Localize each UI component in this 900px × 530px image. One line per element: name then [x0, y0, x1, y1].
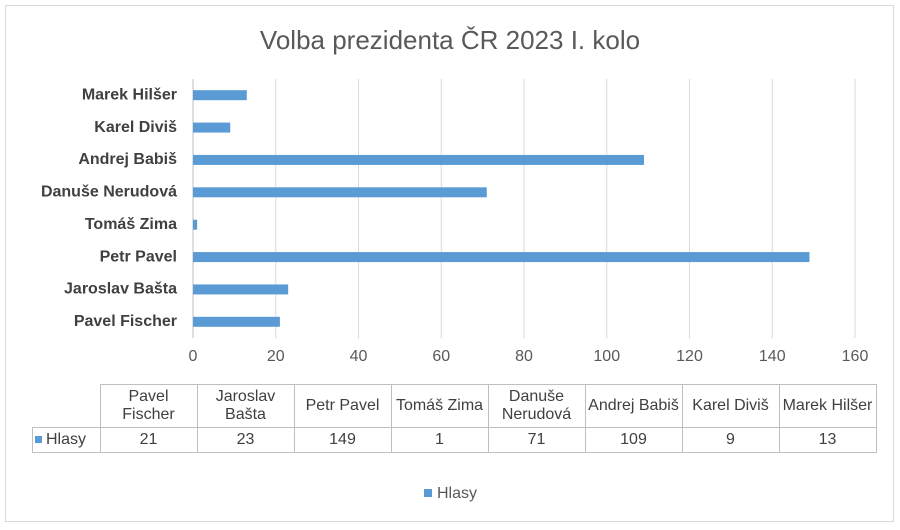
bar — [193, 122, 231, 133]
x-tick-label: 0 — [189, 348, 198, 365]
table-header-cell: Petr Pavel — [293, 384, 392, 428]
table-data-row: Hlasy 21 23 149 1 71 109 9 13 — [32, 427, 877, 453]
table-value-cell: 1 — [390, 427, 489, 453]
y-tick-label: Jaroslav Bašta — [64, 281, 177, 298]
x-tick-label: 160 — [842, 348, 869, 365]
x-tick-label: 40 — [350, 348, 368, 365]
y-tick-label: Marek Hilšer — [82, 86, 177, 103]
x-tick-label: 20 — [267, 348, 285, 365]
x-tick-label: 120 — [676, 348, 703, 365]
bar — [193, 154, 644, 165]
table-header-cell: Karel Diviš — [681, 384, 780, 428]
y-tick-label: Tomáš Zima — [85, 216, 177, 233]
table-header-cell: Danuše Nerudová — [487, 384, 586, 428]
x-tick-label: 140 — [759, 348, 786, 365]
table-header-cell: Jaroslav Bašta — [196, 384, 295, 428]
y-tick-label: Andrej Babiš — [78, 151, 177, 168]
legend-label: Hlasy — [437, 485, 477, 502]
legend-key — [35, 436, 42, 444]
table-legend-cell: Hlasy — [32, 427, 101, 453]
y-tick-label: Karel Diviš — [94, 119, 177, 136]
bar — [193, 219, 198, 230]
x-tick-label: 60 — [432, 348, 450, 365]
table-header-cell: Marek Hilšer — [778, 384, 877, 428]
table-value-cell: 71 — [487, 427, 586, 453]
bar — [193, 90, 247, 101]
table-header-cell: Andrej Babiš — [584, 384, 683, 428]
y-tick-label: Pavel Fischer — [74, 313, 177, 330]
legend-key — [424, 489, 432, 497]
table-value-cell: 13 — [778, 427, 877, 453]
table-value-cell: 109 — [584, 427, 683, 453]
table-value-cell: 23 — [196, 427, 295, 453]
table-header-cell: Tomáš Zima — [390, 384, 489, 428]
y-tick-label: Danuše Nerudová — [41, 184, 177, 201]
bar — [193, 316, 280, 327]
table-header-cell: Pavel Fischer — [99, 384, 198, 428]
table-value-cell: 21 — [99, 427, 198, 453]
y-tick-label: Petr Pavel — [100, 248, 177, 265]
bar — [193, 252, 810, 263]
table-corner — [32, 384, 101, 428]
bar — [193, 284, 289, 295]
bar — [193, 187, 487, 198]
x-tick-label: 80 — [515, 348, 533, 365]
table-value-cell: 9 — [681, 427, 780, 453]
table-header-row: Pavel Fischer Jaroslav Bašta Petr Pavel Tom… — [32, 384, 877, 428]
data-table: Pavel Fischer Jaroslav Bašta Petr Pavel Tom… — [32, 384, 877, 453]
table-value-cell: 149 — [293, 427, 392, 453]
x-tick-label: 100 — [593, 348, 620, 365]
legend-label: Hlasy — [46, 431, 87, 448]
chart-title: Volba prezidenta ČR 2023 I. kolo — [260, 25, 640, 55]
